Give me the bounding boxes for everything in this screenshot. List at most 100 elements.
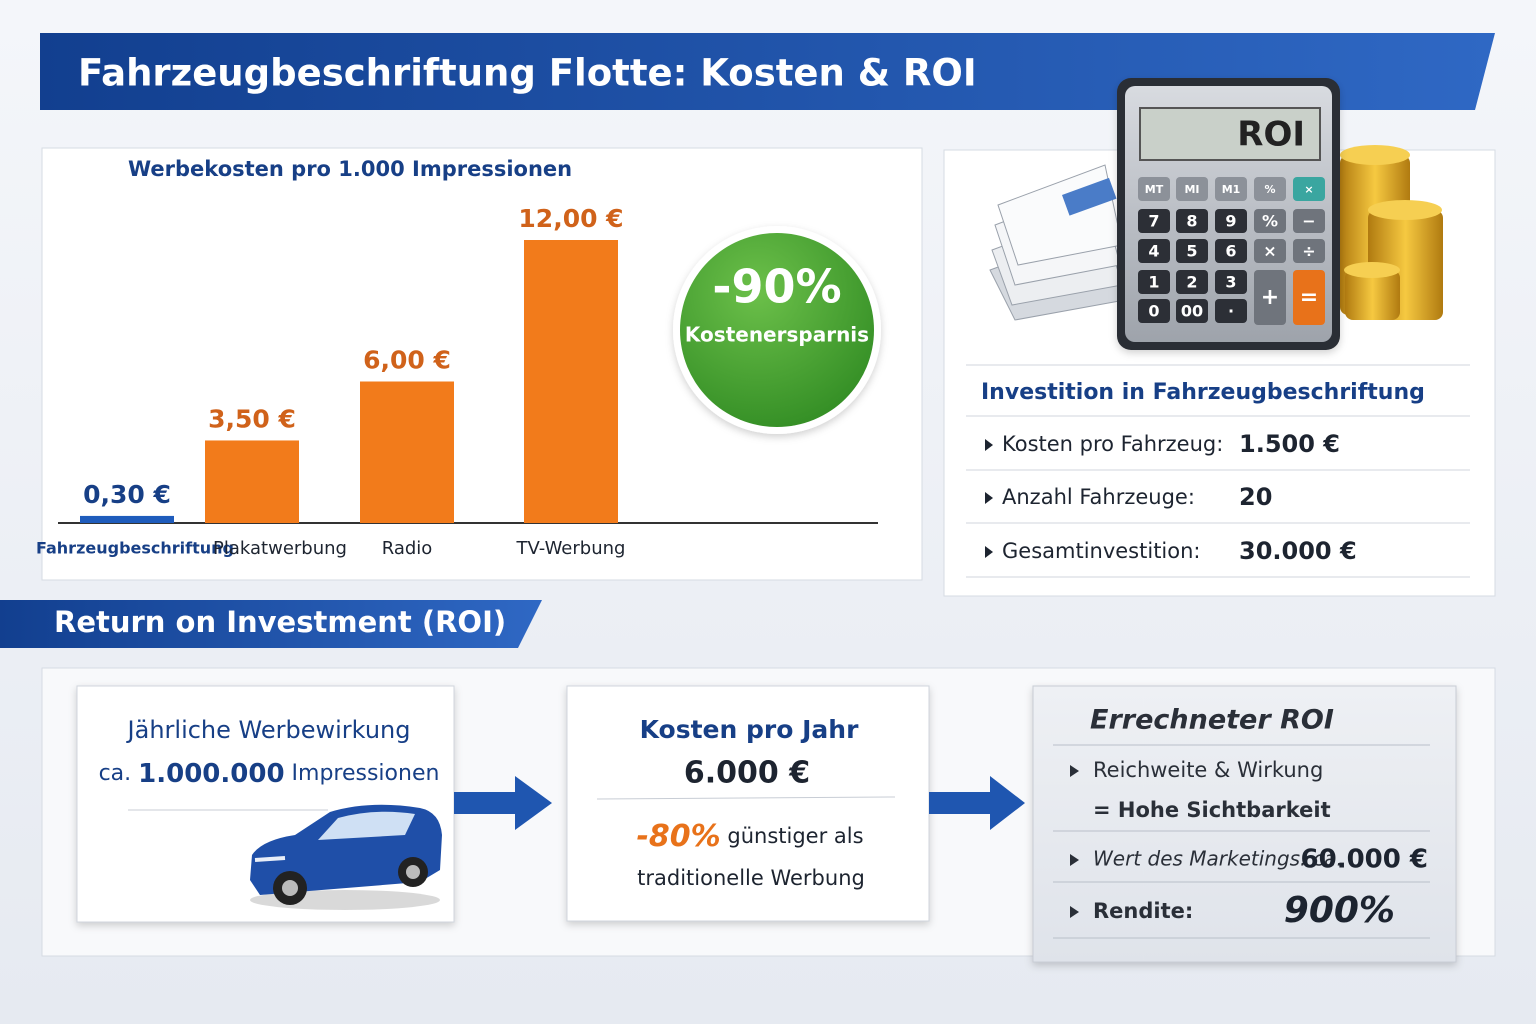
calculator-key-label: + [1261, 285, 1279, 310]
impact-value: 1.000.000 [138, 759, 284, 789]
calculator-key [1176, 239, 1208, 263]
calculator-key [1138, 177, 1170, 201]
calculator-key-label: 5 [1186, 242, 1197, 261]
calculator-key [1176, 299, 1208, 323]
bar [524, 240, 618, 523]
calculator-key [1215, 270, 1247, 294]
calculator-key-label: M1 [1222, 183, 1241, 196]
value-label: 6,00 € [363, 346, 451, 375]
result-box [1032, 685, 1457, 963]
calculator-display [1139, 107, 1321, 161]
calculator-key [1293, 239, 1325, 263]
calculator-key-label: − [1302, 212, 1315, 231]
impact-title: Jährliche Werbewirkung [126, 716, 411, 744]
bullet [1070, 906, 1079, 918]
row-label: Gesamtinvestition: [1002, 539, 1201, 563]
calculator-key-label: 2 [1186, 273, 1197, 292]
calculator-key-label: = [1300, 285, 1318, 310]
badge-value: -90% [712, 260, 841, 314]
costs-box [566, 685, 930, 922]
calculator-key [1293, 270, 1325, 325]
calculator-key [1176, 270, 1208, 294]
chart-title: Werbekosten pro 1.000 Impressionen [128, 157, 572, 181]
calculator-display-text: ROI [1237, 115, 1305, 155]
calculator-key [1215, 299, 1247, 323]
calculator-key [1138, 209, 1170, 233]
x-tick-label: Radio [382, 538, 433, 559]
bullet [985, 546, 993, 558]
return-value: 900% [1284, 890, 1395, 931]
calculator-key-label: 3 [1225, 273, 1236, 292]
x-tick-label: TV-Werbung [516, 538, 626, 559]
arrow [929, 776, 1025, 830]
calculator-key-label: 6 [1225, 242, 1236, 261]
calculator-key [1293, 177, 1325, 201]
return-label: Rendite: [1093, 899, 1193, 923]
calculator-key-label: 1 [1148, 273, 1159, 292]
calculator-key [1138, 239, 1170, 263]
calculator-key-label: % [1264, 183, 1275, 196]
calculator-key [1215, 177, 1247, 201]
value-label: 12,00 € [518, 204, 623, 233]
calculator-key [1215, 209, 1247, 233]
calculator-key [1254, 270, 1286, 325]
calculator-key-label: 4 [1148, 242, 1159, 261]
newspapers-illustration [989, 164, 1126, 321]
calculator-key-label: 00 [1181, 302, 1203, 321]
calculator-key-label: 7 [1148, 212, 1159, 231]
marketing-label: Wert des Marketings: ca. [1093, 847, 1343, 871]
row-value: 1.500 € [1239, 430, 1340, 458]
bar-group: 0,30 € Fahrzeugbeschriftung 3,50 € Plakatwe… [36, 204, 625, 559]
calculator-key-label: 8 [1186, 212, 1197, 231]
row-value: 20 [1239, 483, 1272, 511]
saving-text: günstiger als [727, 824, 863, 848]
calculator-key-label: × [1304, 183, 1313, 196]
calculator-key [1176, 209, 1208, 233]
bullet [1070, 765, 1079, 777]
calculator-key-label: 9 [1225, 212, 1236, 231]
calculator-key-label: 0 [1148, 302, 1159, 321]
calculator-key-label: MT [1145, 183, 1164, 196]
calculator-key-label: MI [1184, 183, 1199, 196]
calculator-key [1293, 209, 1325, 233]
bullet [1070, 854, 1079, 866]
saving-line: -80% günstiger als [636, 819, 863, 854]
bullet [985, 439, 993, 451]
roi-banner [0, 600, 542, 648]
badge [680, 233, 874, 427]
calculator-key [1215, 239, 1247, 263]
investment-title: Investition in Fahrzeugbeschriftung [981, 380, 1425, 405]
marketing-value: 60.000 € [1301, 845, 1428, 875]
calculator-key [1254, 177, 1286, 201]
bar [360, 381, 454, 523]
calculator-key [1138, 270, 1170, 294]
calculator-key [1254, 209, 1286, 233]
roi-title: Return on Investment (ROI) [54, 605, 506, 639]
result-reach-result: = Hohe Sichtbarkeit [1093, 798, 1331, 822]
coins-illustration [1340, 145, 1443, 320]
investment-rows: Kosten pro Fahrzeug: 1.500 € Anzahl Fahrze… [966, 430, 1470, 578]
row-label: Anzahl Fahrzeuge: [1002, 485, 1195, 509]
arrow [454, 776, 552, 830]
bar [80, 515, 174, 523]
row-label: Kosten pro Fahrzeug: [1002, 432, 1223, 456]
impact-unit: Impressionen [292, 761, 440, 786]
calculator-key-label: · [1228, 302, 1234, 321]
impact-prefix: ca. [99, 761, 132, 786]
badge-label: Kostenersparnis [685, 323, 869, 347]
calculator-keys: MT MI M1% ×7 8 9% −4 5 6 × ÷1 2 3+ =0 00 · [1138, 177, 1325, 325]
calculator-key-label: × [1263, 242, 1276, 261]
calculator-key-label: % [1262, 212, 1278, 231]
bar [205, 440, 299, 523]
page-title: Fahrzeugbeschriftung Flotte: Kosten & RO… [78, 52, 977, 95]
result-title: Errechneter ROI [1090, 705, 1334, 736]
saving-value: -80% [636, 819, 720, 854]
saving-text: traditionelle Werbung [637, 866, 865, 890]
bullet [985, 492, 993, 504]
value-label: 0,30 € [83, 480, 171, 509]
value-label: 3,50 € [208, 404, 296, 433]
x-tick-label: Plakatwerbung [213, 538, 347, 559]
costs-value: 6.000 € [684, 756, 810, 791]
calculator-key [1176, 177, 1208, 201]
